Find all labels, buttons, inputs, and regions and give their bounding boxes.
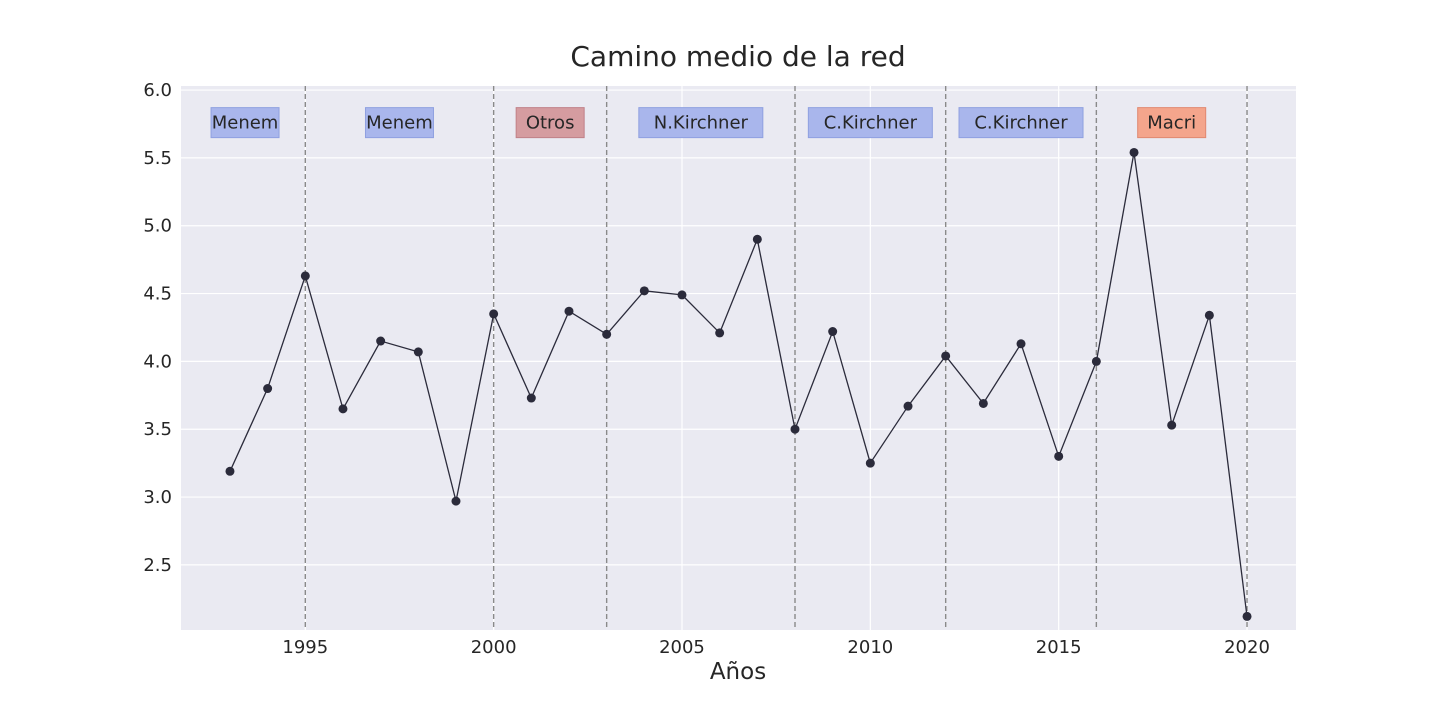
y-tick-label: 4.0	[143, 351, 172, 372]
data-point	[1016, 339, 1026, 349]
period-label: Macri	[1147, 113, 1196, 134]
plot-area	[181, 86, 1296, 630]
period-label-box: N.Kirchner	[638, 107, 764, 139]
data-point	[489, 309, 499, 319]
data-point	[263, 384, 273, 394]
period-label-box: Menem	[364, 107, 434, 139]
period-label-background	[638, 107, 764, 139]
period-label-background	[807, 107, 933, 139]
data-point	[941, 351, 951, 361]
x-tick-label: 2020	[1224, 637, 1270, 658]
data-point	[1091, 356, 1101, 366]
period-labels: Menem Menem Otros N.Kirchner C.Kirchner C.Kir…	[210, 107, 1207, 139]
period-label: C.Kirchner	[824, 113, 918, 134]
period-label-background	[958, 107, 1084, 139]
data-point	[338, 404, 348, 414]
period-label-box: Otros	[515, 107, 585, 139]
y-tick-label: 3.5	[143, 419, 172, 440]
period-label-background	[364, 107, 434, 139]
x-axis-label: Años	[710, 659, 766, 685]
period-label: Otros	[526, 113, 575, 134]
x-tick-label: 2010	[847, 637, 893, 658]
data-point	[790, 424, 800, 434]
data-point	[1242, 611, 1252, 621]
period-label: Menem	[212, 113, 279, 134]
data-point	[602, 329, 612, 339]
period-label: C.Kirchner	[974, 113, 1068, 134]
data-point	[752, 234, 762, 244]
y-tick-label: 3.0	[143, 487, 172, 508]
series-group	[225, 147, 1252, 621]
period-label: Menem	[366, 113, 433, 134]
period-label: N.Kirchner	[654, 113, 749, 134]
series-line	[229, 152, 1248, 617]
y-tick-label: 5.0	[143, 216, 172, 237]
x-tick-label: 2005	[659, 637, 705, 658]
data-point	[865, 458, 875, 468]
period-label-background	[210, 107, 280, 139]
period-label-box: Menem	[210, 107, 280, 139]
y-tick-label: 6.0	[143, 80, 172, 101]
x-tick-label: 2000	[471, 637, 517, 658]
data-point	[1054, 451, 1064, 461]
data-point	[903, 401, 913, 411]
period-label-box: C.Kirchner	[958, 107, 1084, 139]
data-point	[376, 336, 386, 346]
period-label-box: C.Kirchner	[807, 107, 933, 139]
x-tick-label: 2015	[1036, 637, 1082, 658]
data-point	[225, 466, 235, 476]
data-point	[1167, 420, 1177, 430]
data-point	[300, 271, 310, 281]
data-point	[715, 328, 725, 338]
data-point	[639, 286, 649, 296]
data-point	[1129, 147, 1139, 157]
data-point	[978, 398, 988, 408]
period-label-box: Macri	[1137, 107, 1207, 139]
y-tick-label: 5.5	[143, 148, 172, 169]
x-tick-label: 1995	[282, 637, 328, 658]
data-point	[526, 393, 536, 403]
data-point	[677, 290, 687, 300]
data-point	[564, 306, 574, 316]
x-tick-labels: 1995 2000 2005 2010 2015 2020	[282, 637, 1270, 658]
data-point	[451, 496, 461, 506]
data-point	[1204, 310, 1214, 320]
data-point	[828, 327, 838, 337]
period-label-background	[515, 107, 585, 139]
data-point	[413, 347, 423, 357]
y-tick-label: 2.5	[143, 555, 172, 576]
y-tick-label: 4.5	[143, 284, 172, 305]
chart-title: Camino medio de la red	[570, 40, 905, 73]
period-label-background	[1137, 107, 1207, 139]
y-tick-labels: 2.5 3.0 3.5 4.0 4.5 5.0 5.5 6.0	[143, 80, 172, 576]
